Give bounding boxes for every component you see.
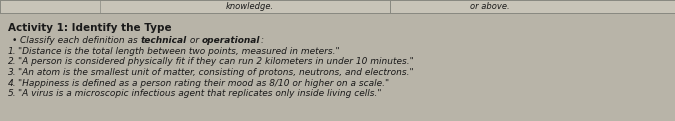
Bar xyxy=(0,0,675,13)
Text: or above.: or above. xyxy=(470,2,510,11)
Text: "A virus is a microscopic infectious agent that replicates only inside living ce: "A virus is a microscopic infectious age… xyxy=(18,89,381,98)
Text: :: : xyxy=(261,36,263,45)
Text: Activity 1: Identify the Type: Activity 1: Identify the Type xyxy=(8,23,171,33)
Text: knowledge.: knowledge. xyxy=(226,2,274,11)
Text: "Distance is the total length between two points, measured in meters.": "Distance is the total length between tw… xyxy=(18,47,340,56)
Text: "An atom is the smallest unit of matter, consisting of protons, neutrons, and el: "An atom is the smallest unit of matter,… xyxy=(18,68,414,77)
Text: 2.: 2. xyxy=(8,57,17,67)
Text: "Happiness is defined as a person rating their mood as 8/10 or higher on a scale: "Happiness is defined as a person rating… xyxy=(18,79,389,87)
Text: "A person is considered physically fit if they can run 2 kilometers in under 10 : "A person is considered physically fit i… xyxy=(18,57,414,67)
Text: 4.: 4. xyxy=(8,79,17,87)
Text: 1.: 1. xyxy=(8,47,17,56)
Text: operational: operational xyxy=(202,36,261,45)
Text: technical: technical xyxy=(140,36,187,45)
Text: or: or xyxy=(187,36,202,45)
Text: Classify each definition as: Classify each definition as xyxy=(20,36,140,45)
Text: •: • xyxy=(12,36,18,45)
Text: 5.: 5. xyxy=(8,89,17,98)
Text: 3.: 3. xyxy=(8,68,17,77)
